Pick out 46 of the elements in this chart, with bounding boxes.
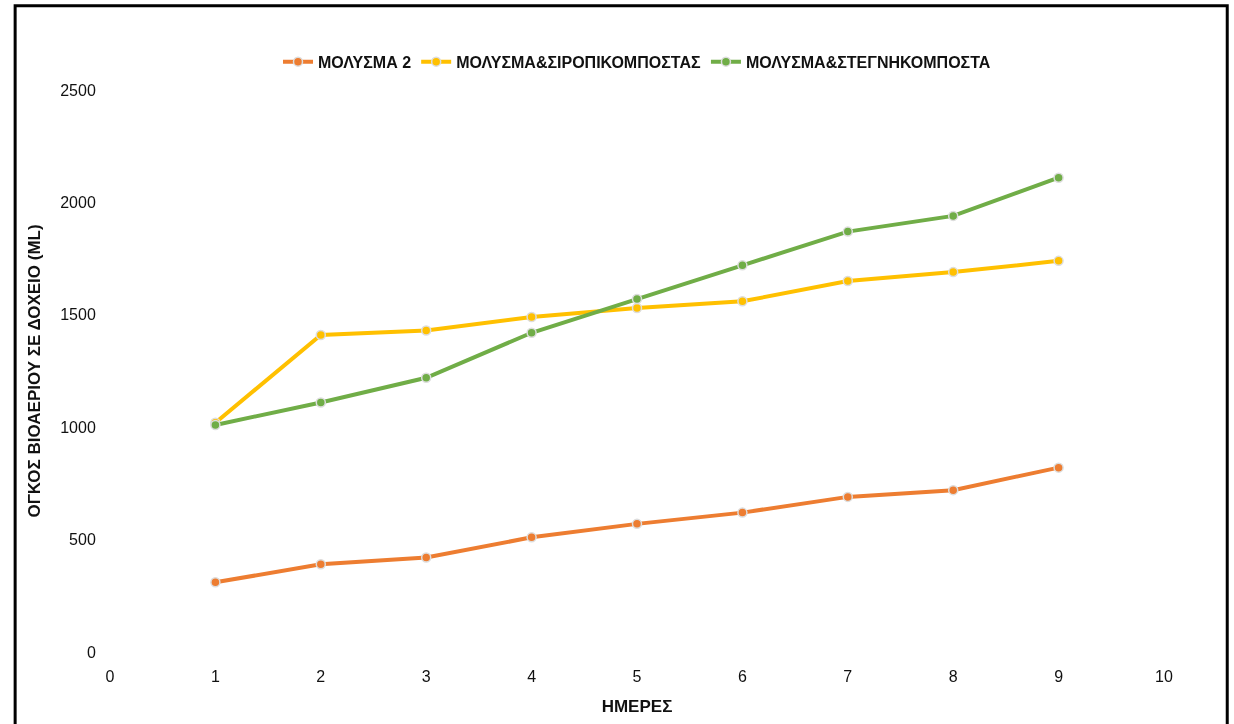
y-tick-label: 0 [86, 643, 96, 661]
x-tick-label: 7 [843, 668, 853, 686]
legend-label: ΜΟΛΥΣΜΑ&ΣΤΕΓΝΗΚΟΜΠΟΣΤΑ [745, 53, 991, 71]
point [737, 260, 748, 271]
x-tick-label: 0 [105, 668, 115, 686]
y-axis-title: ΟΓΚΟΣ ΒΙΟΑΕΡΙΟΥ ΣΕ ΔΟΧΕΙΟ (ML) [24, 224, 44, 518]
point [210, 577, 221, 588]
point [315, 559, 327, 570]
point [420, 325, 432, 336]
x-tick-label: 10 [1155, 668, 1173, 686]
y-tick-label: 2000 [60, 194, 96, 211]
legend-label: ΜΟΛΥΣΜΑ 2 [318, 53, 412, 71]
point [526, 311, 537, 323]
y-tick-label: 500 [69, 531, 96, 549]
point [1053, 172, 1064, 183]
point [526, 532, 537, 543]
x-tick-label: 1 [210, 668, 220, 686]
point [420, 372, 432, 383]
y-tick-label: 1500 [60, 306, 96, 324]
point [1053, 255, 1064, 267]
point [842, 491, 854, 503]
point [737, 507, 748, 518]
x-tick-label: 6 [737, 668, 747, 686]
x-tick-label: 3 [421, 668, 431, 686]
y-tick-label: 1000 [60, 418, 96, 436]
point [631, 293, 643, 305]
point [1053, 462, 1064, 473]
x-axis-title: ΗΜΕΡΕΣ [601, 696, 673, 716]
point [420, 552, 432, 563]
point [947, 210, 959, 222]
point [315, 329, 327, 341]
point [947, 266, 959, 278]
x-tick-label: 2 [316, 668, 326, 686]
x-tick-label: 8 [948, 668, 958, 686]
legend-label: ΜΟΛΥΣΜΑ&ΣΙΡΟΠΙΚΟΜΠΟΣΤΑΣ [456, 53, 701, 71]
point [737, 296, 748, 307]
point [842, 275, 854, 287]
point [842, 226, 854, 237]
x-tick-label: 5 [632, 668, 642, 686]
x-tick-label: 9 [1054, 668, 1064, 686]
y-tick-label: 2500 [60, 81, 96, 99]
point [631, 518, 643, 530]
point [947, 484, 959, 496]
point [526, 327, 537, 339]
point [315, 397, 327, 408]
x-tick-label: 4 [527, 668, 537, 686]
